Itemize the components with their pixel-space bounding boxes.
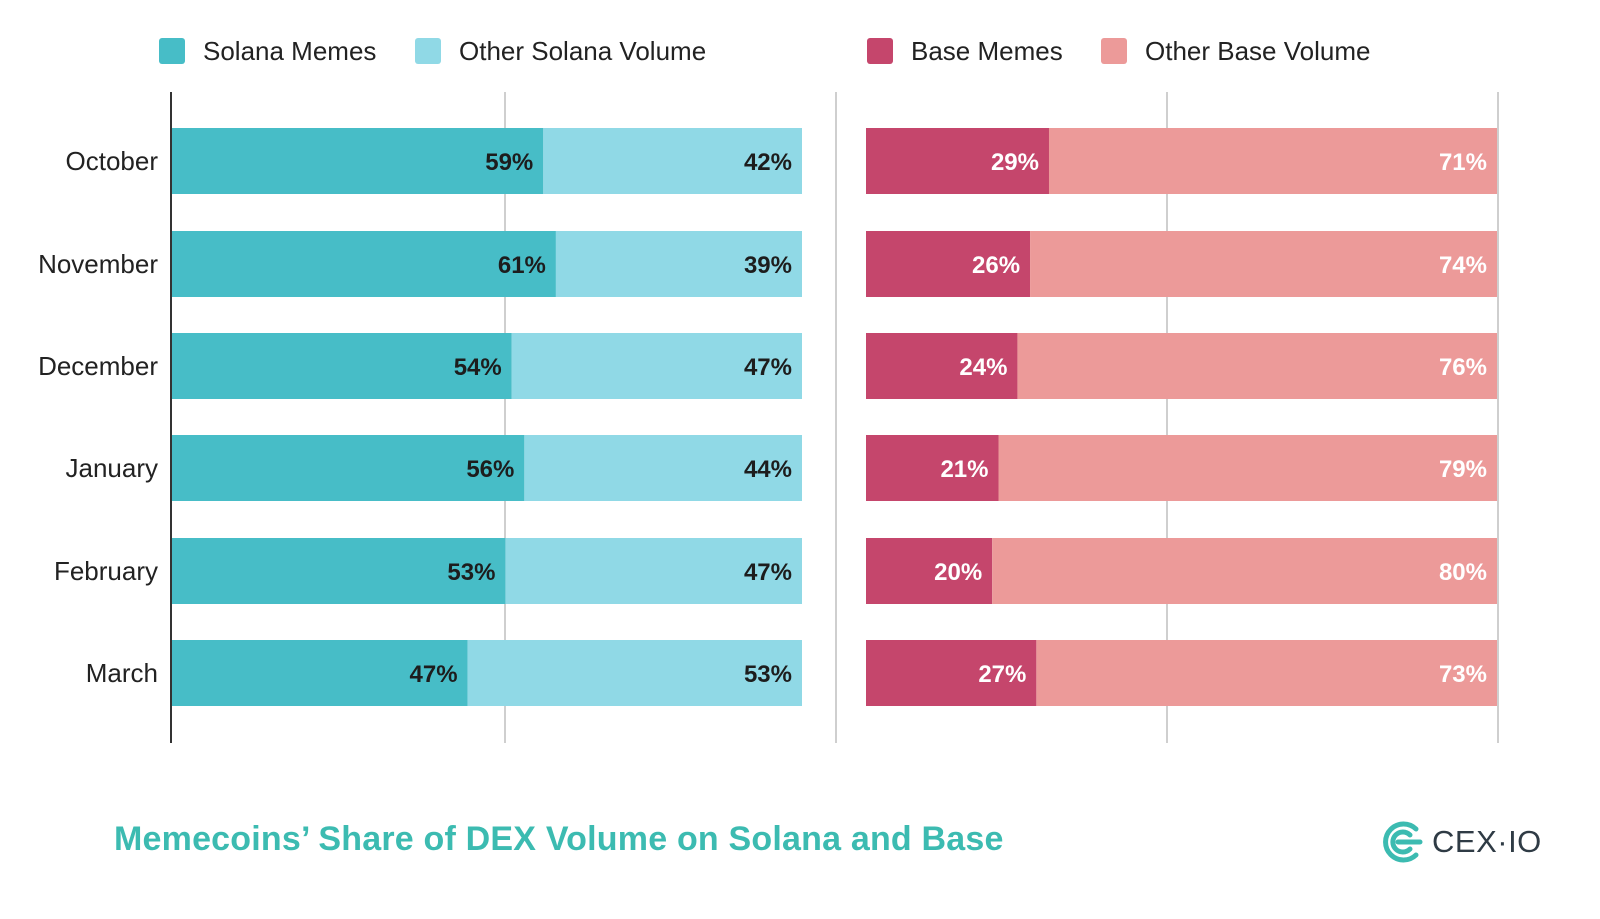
solana-data-label-0-3: 56%	[466, 456, 514, 483]
cex-logo: CEX·IO	[1380, 816, 1542, 868]
base-bar-0-1	[866, 231, 1031, 297]
solana-bar-1-3	[524, 435, 802, 501]
base-data-label-1-3: 79%	[1439, 456, 1487, 483]
base-bar-0-4	[866, 538, 993, 604]
base-bar-1-3	[998, 435, 1497, 501]
category-label-1: November	[38, 249, 158, 279]
solana-bar-1-5	[467, 640, 802, 706]
solana-bar-0-4	[171, 538, 506, 604]
base-data-label-0-5: 27%	[978, 661, 1026, 688]
solana-bar-0-3	[171, 435, 525, 501]
base-data-label-0-2: 24%	[959, 354, 1007, 381]
category-label-2: December	[38, 351, 158, 381]
solana-legend-swatch-0	[159, 38, 185, 64]
base-data-label-1-1: 74%	[1439, 252, 1487, 279]
category-label-0: October	[66, 146, 159, 176]
base-bar-0-5	[866, 640, 1037, 706]
solana-data-label-1-3: 44%	[744, 456, 792, 483]
solana-bar-1-4	[505, 538, 802, 604]
solana-data-label-0-1: 61%	[498, 252, 546, 279]
base-bar-1-2	[1017, 333, 1497, 399]
solana-bar-1-2	[511, 333, 802, 399]
solana-bar-0-1	[171, 231, 556, 297]
solana-data-label-1-1: 39%	[744, 252, 792, 279]
solana-data-label-1-4: 47%	[744, 559, 792, 586]
base-bar-1-1	[1030, 231, 1497, 297]
base-bar-1-4	[992, 538, 1497, 604]
solana-data-label-1-2: 47%	[744, 354, 792, 381]
base-data-label-1-2: 76%	[1439, 354, 1487, 381]
solana-data-label-0-0: 59%	[485, 149, 533, 176]
base-data-label-0-3: 21%	[940, 456, 988, 483]
base-data-label-0-1: 26%	[972, 252, 1020, 279]
base-legend-swatch-1	[1101, 38, 1127, 64]
solana-data-label-0-5: 47%	[410, 661, 458, 688]
base-data-label-0-0: 29%	[991, 149, 1039, 176]
cex-logo-icon	[1383, 821, 1423, 863]
solana-legend-label-1: Other Solana Volume	[459, 36, 706, 66]
base-bar-0-3	[866, 435, 999, 501]
solana-bar-1-0	[543, 128, 802, 194]
category-label-4: February	[54, 556, 158, 586]
base-data-label-1-0: 71%	[1439, 149, 1487, 176]
base-data-label-1-4: 80%	[1439, 559, 1487, 586]
base-legend-label-0: Base Memes	[911, 36, 1063, 66]
category-label-3: January	[66, 453, 159, 483]
base-data-label-1-5: 73%	[1439, 661, 1487, 688]
solana-data-label-1-5: 53%	[744, 661, 792, 688]
solana-bar-0-2	[171, 333, 512, 399]
base-data-label-0-4: 20%	[934, 559, 982, 586]
category-label-5: March	[86, 658, 158, 688]
solana-bar-1-1	[555, 231, 802, 297]
solana-data-label-0-2: 54%	[454, 354, 502, 381]
solana-data-label-1-0: 42%	[744, 149, 792, 176]
solana-bar-0-5	[171, 640, 468, 706]
base-legend-label-1: Other Base Volume	[1145, 36, 1370, 66]
base-bar-1-5	[1036, 640, 1497, 706]
solana-bar-0-0	[171, 128, 544, 194]
solana-data-label-0-4: 53%	[447, 559, 495, 586]
logo-text: CEX·IO	[1432, 824, 1542, 859]
chart-title: Memecoins’ Share of DEX Volume on Solana…	[114, 820, 1004, 858]
solana-legend-label-0: Solana Memes	[203, 36, 376, 66]
base-bar-0-2	[866, 333, 1018, 399]
base-bar-1-0	[1048, 128, 1497, 194]
solana-legend-swatch-1	[415, 38, 441, 64]
base-legend-swatch-0	[867, 38, 893, 64]
base-bar-0-0	[866, 128, 1049, 194]
